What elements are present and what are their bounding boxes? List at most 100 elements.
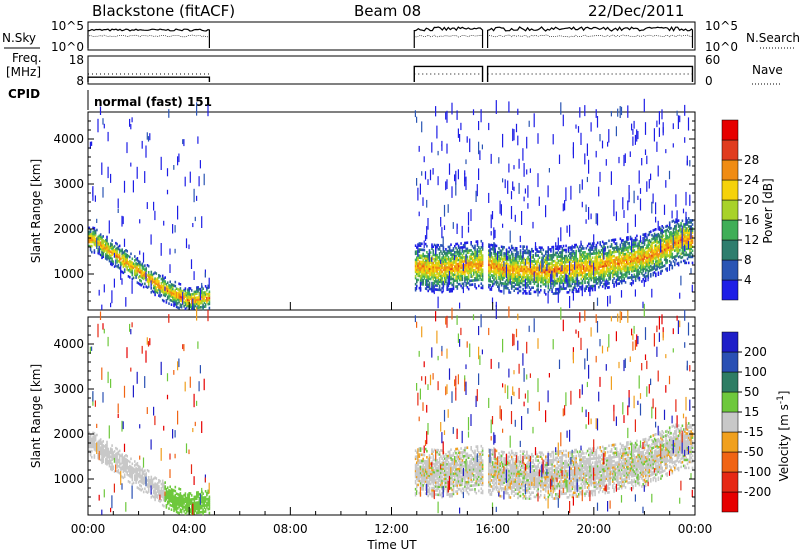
power-scatter-cell: [569, 225, 570, 237]
power-scatter-cell: [588, 207, 589, 220]
power-scatter-cell: [491, 215, 492, 229]
power-scatter-cell: [440, 217, 441, 227]
power-cell: [692, 223, 694, 226]
power-scatter-cell: [521, 211, 522, 225]
power-cell: [491, 252, 493, 255]
power-scatter-cell: [616, 126, 617, 136]
power-cell: [516, 247, 518, 250]
power-scatter-cell: [572, 248, 573, 253]
power-cell: [209, 307, 211, 310]
velocity-cell: [111, 444, 113, 447]
power-scatter-cell: [194, 189, 195, 202]
power-cell: [100, 233, 102, 236]
power-scatter-cell: [634, 121, 635, 129]
power-scatter-cell: [133, 180, 134, 192]
power-cell: [611, 243, 613, 246]
power-scatter-cell: [478, 121, 479, 130]
power-scatter-cell: [446, 179, 447, 189]
power-scatter-cell: [684, 105, 685, 116]
power-scatter-cell: [196, 102, 197, 115]
power-scatter-cell: [640, 199, 641, 211]
power-scatter-cell: [478, 142, 479, 155]
power-scatter-cell: [577, 278, 578, 286]
velocity-scatter-cell: [123, 421, 124, 429]
power-scatter-cell: [438, 297, 439, 309]
power-scatter-cell: [477, 248, 478, 257]
power-scatter-cell: [186, 238, 187, 248]
power-scatter-cell: [201, 283, 202, 288]
power-scatter-cell: [669, 171, 670, 179]
velocity-scatter-cell: [111, 495, 112, 508]
power-scatter-cell: [673, 235, 674, 248]
power-cell: [169, 281, 171, 284]
power-scatter-cell: [625, 153, 626, 163]
power-cell: [168, 302, 170, 305]
power-cell: [94, 249, 96, 252]
power-scatter-cell: [449, 271, 450, 285]
power-scatter-cell: [126, 142, 127, 153]
power-scatter-cell: [527, 203, 528, 209]
power-cell: [592, 256, 594, 259]
power-scatter-cell: [537, 288, 538, 297]
power-scatter-cell: [503, 261, 504, 267]
power-cell: [137, 257, 139, 260]
power-cell: [114, 245, 116, 248]
power-scatter-cell: [424, 156, 425, 162]
power-scatter-cell: [167, 190, 168, 195]
power-cell: [607, 246, 609, 249]
power-cell: [664, 264, 666, 267]
power-cell: [129, 276, 131, 279]
power-scatter-cell: [494, 244, 495, 254]
power-cell: [520, 249, 522, 252]
velocity-scatter-cell: [124, 386, 125, 398]
power-scatter-cell: [605, 247, 606, 252]
power-cell: [539, 256, 541, 259]
power-scatter-cell: [568, 247, 569, 253]
power-scatter-cell: [550, 274, 551, 285]
power-scatter-cell: [589, 261, 590, 266]
power-cell: [692, 262, 694, 265]
power-scatter-cell: [177, 156, 178, 165]
power-scatter-cell: [416, 285, 417, 290]
power-scatter-cell: [91, 142, 92, 146]
power-scatter-cell: [622, 197, 623, 209]
power-scatter-cell: [525, 189, 526, 194]
power-scatter-cell: [534, 272, 535, 281]
power-scatter-cell: [651, 289, 652, 298]
power-scatter-cell: [597, 298, 598, 306]
power-cell: [130, 253, 132, 256]
power-scatter-cell: [451, 103, 452, 115]
power-scatter-cell: [464, 170, 465, 174]
power-scatter-cell: [689, 195, 690, 206]
power-scatter-cell: [658, 221, 659, 231]
frequency-line: [488, 66, 693, 82]
power-scatter-cell: [627, 201, 628, 211]
power-cell: [482, 242, 484, 245]
power-scatter-cell: [457, 224, 458, 234]
power-cell: [598, 286, 600, 289]
power-scatter-cell: [149, 133, 150, 140]
power-scatter-cell: [502, 224, 503, 228]
power-scatter-cell: [580, 133, 581, 145]
power-cell: [482, 285, 484, 288]
power-scatter-cell: [517, 136, 518, 146]
power-scatter-cell: [680, 276, 681, 286]
power-cell: [163, 300, 165, 303]
power-cell: [636, 239, 638, 242]
power-scatter-cell: [634, 191, 635, 204]
power-cell: [678, 219, 680, 222]
power-scatter-cell: [524, 197, 525, 202]
power-scatter-cell: [591, 214, 592, 220]
power-scatter-cell: [599, 172, 600, 182]
power-scatter-cell: [200, 289, 201, 300]
power-scatter-cell: [535, 242, 536, 250]
power-scatter-cell: [478, 168, 479, 180]
power-scatter-cell: [511, 191, 512, 199]
power-scatter-cell: [587, 177, 588, 182]
power-scatter-cell: [596, 151, 597, 158]
power-colorbar-swatch: [722, 180, 738, 200]
power-scatter-cell: [421, 171, 422, 176]
power-scatter-cell: [488, 123, 489, 130]
power-cell: [583, 247, 585, 250]
power-scatter-cell: [161, 243, 162, 256]
